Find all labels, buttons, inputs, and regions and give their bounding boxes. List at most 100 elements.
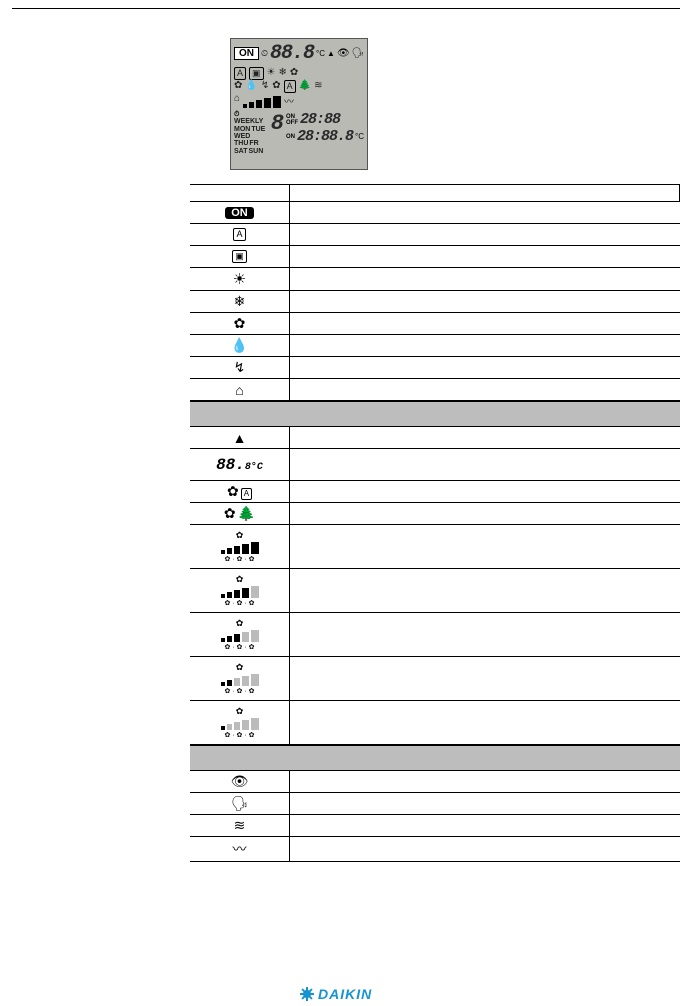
segment-temp-icon: 88.8°C: [216, 456, 263, 474]
table-row: ✿ ✿ · ✿ · ✿: [190, 525, 680, 569]
lcd-timer1: 28:88: [300, 111, 340, 128]
dry-mode-icon: ▣: [232, 250, 247, 263]
lcd-on-label: ONOFF: [286, 114, 298, 126]
desc-cell: [290, 379, 680, 400]
table-row: ≋: [190, 815, 680, 837]
desc-cell: [290, 613, 680, 656]
fan-speed-5-icon: ✿ ✿ · ✿ · ✿: [221, 531, 259, 563]
lcd-drop-icon: 💧: [245, 80, 257, 93]
desc-cell: [290, 291, 680, 312]
home-icon: ⌂: [235, 382, 243, 398]
lcd-fan-bars: [243, 93, 281, 108]
daikin-logo: DAIKIN: [300, 986, 372, 1002]
fan-speed-3-icon: ✿ ✿ · ✿ · ✿: [221, 619, 259, 651]
desc-cell: [290, 701, 680, 744]
top-rule: [12, 8, 680, 9]
airflow-horiz-icon: ≋: [234, 817, 246, 834]
lcd-cool-icon: ❄: [279, 67, 287, 80]
lcd-fan-icon: ✿: [290, 67, 298, 80]
table-row: ✿ ✿ · ✿ · ✿: [190, 613, 680, 657]
desc-cell: [290, 771, 680, 792]
desc-cell: [290, 481, 680, 502]
lcd-fan2-icon: ✿: [234, 80, 242, 93]
icon-table: ON A ▣ ☀ ❄ ✿ 💧 ↯ ⌂ ▲ 88.8°C ✿A ✿🌲 ✿ ✿ · …: [190, 184, 680, 862]
fan-speed-2-icon: ✿ ✿ · ✿ · ✿: [221, 663, 259, 695]
cool-icon: ❄: [234, 293, 246, 310]
lcd-on2-label: ON: [286, 134, 295, 140]
lcd-on-badge: ON: [234, 47, 259, 60]
table-row: ✿: [190, 313, 680, 335]
lcd-home-icon: ⌂: [234, 93, 240, 108]
lcd-dry-icon: ▣: [249, 67, 264, 80]
lcd-eye-icon: 👁: [337, 48, 350, 59]
lcd-voice-icon: 🗣: [352, 48, 365, 59]
lcd-swing-icon: 〰: [284, 93, 294, 108]
table-row: ⌂: [190, 379, 680, 401]
lcd-heat-icon: ☀: [267, 67, 276, 80]
desc-cell: [290, 427, 680, 448]
table-row: 88.8°C: [190, 449, 680, 481]
section-divider: [190, 401, 680, 427]
lcd-days-row1: MONTUEWED: [234, 126, 268, 141]
lcd-tree-icon: 🌲: [299, 80, 311, 93]
table-row: 〰: [190, 837, 680, 862]
desc-cell: [290, 569, 680, 612]
daikin-logo-text: DAIKIN: [318, 986, 372, 1002]
lcd-mode-icons-row1: A ▣ ☀ ❄ ✿: [234, 67, 364, 80]
auto-mode-icon: A: [233, 228, 245, 241]
lcd-auto-icon: A: [234, 67, 246, 80]
table-row: ON: [190, 202, 680, 224]
lcd-temp-unit: °C: [316, 49, 325, 58]
lcd-weekly: WEEKLY: [234, 118, 263, 125]
lcd-timer2-unit: °C: [355, 132, 364, 141]
table-row: ✿ ✿ · ✿ · ✿: [190, 569, 680, 613]
header-icon-cell: [190, 185, 290, 201]
lcd-mode-icons-row2: ✿ 💧 ↯ ✿ A 🌲 ≋: [234, 80, 364, 93]
table-row: ✿A: [190, 481, 680, 503]
drop-icon: 💧: [231, 337, 248, 354]
desc-cell: [290, 837, 680, 861]
table-row: ☀: [190, 268, 680, 291]
lcd-timer-icon: ⏲: [261, 48, 268, 59]
lcd-day-big: 8: [271, 111, 283, 136]
table-row: A: [190, 224, 680, 246]
lcd-fan3-icon: ✿: [272, 80, 280, 93]
desc-cell: [290, 657, 680, 700]
table-row: 👁: [190, 771, 680, 793]
up-arrow-icon: ▲: [233, 430, 247, 446]
desc-cell: [290, 246, 680, 267]
fan-auto-icon: ✿A: [227, 483, 252, 500]
table-row: ❄: [190, 291, 680, 313]
desc-cell: [290, 503, 680, 524]
lcd-up-icon: ▲: [327, 49, 335, 58]
lcd-timer2: 28:88.8: [297, 128, 353, 145]
lcd-mode-icons-row3: ⌂ 〰: [234, 93, 364, 108]
section-divider: [190, 745, 680, 771]
table-header-row: [190, 184, 680, 202]
lcd-days-row2: THUFR: [234, 140, 268, 147]
table-row: ↯: [190, 357, 680, 379]
table-row: ▣: [190, 246, 680, 268]
desc-cell: [290, 357, 680, 378]
header-desc-cell: [290, 185, 679, 201]
table-row: 🗣: [190, 793, 680, 815]
lcd-power-icon: ↯: [261, 80, 269, 93]
table-row: ✿🌲: [190, 503, 680, 525]
on-badge-icon: ON: [225, 207, 254, 219]
fan-speed-4-icon: ✿ ✿ · ✿ · ✿: [221, 575, 259, 607]
desc-cell: [290, 268, 680, 290]
daikin-logo-icon: [300, 987, 314, 1001]
sensor-eye-icon: 👁: [231, 773, 249, 790]
powerful-icon: ↯: [234, 359, 246, 376]
fan-speed-1-icon: ✿ ✿ · ✿ · ✿: [221, 707, 259, 739]
table-row: 💧: [190, 335, 680, 357]
table-row: ✿ ✿ · ✿ · ✿: [190, 701, 680, 745]
voice-icon: 🗣: [231, 795, 249, 812]
lcd-clock-icon: ⏱: [234, 111, 239, 118]
desc-cell: [290, 449, 680, 480]
heat-icon: ☀: [233, 270, 246, 288]
table-row: ▲: [190, 427, 680, 449]
desc-cell: [290, 313, 680, 334]
desc-cell: [290, 815, 680, 836]
lcd-temp: 88.8: [270, 42, 314, 65]
